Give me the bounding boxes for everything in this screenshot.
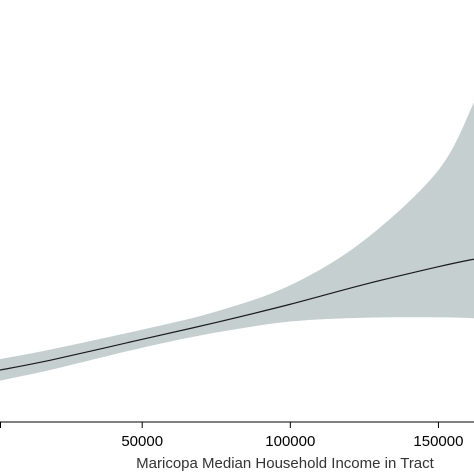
- fit-line: [0, 258, 474, 371]
- confidence-band-layer: [0, 102, 474, 381]
- x-tick-label: 100000: [265, 433, 315, 450]
- x-axis-title: Maricopa Median Household Income in Trac…: [136, 455, 434, 472]
- x-ticks: 50000 100000 150000: [0, 422, 463, 450]
- x-tick-label: 150000: [413, 433, 463, 450]
- confidence-band: [0, 102, 474, 381]
- x-tick-label: 50000: [121, 433, 163, 450]
- fit-line-layer: [0, 258, 474, 371]
